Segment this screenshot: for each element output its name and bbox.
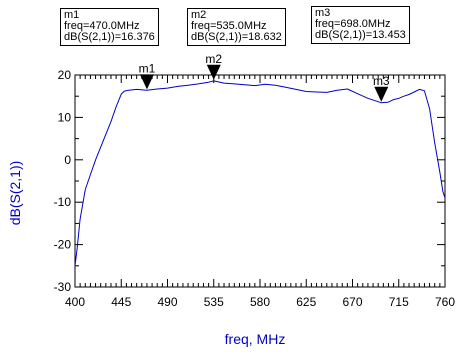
x-tick-label: 400 bbox=[65, 295, 85, 309]
x-tick-label: 535 bbox=[204, 295, 224, 309]
marker-triangle-m3[interactable] bbox=[374, 86, 389, 102]
y-tick-label: -10 bbox=[54, 195, 72, 209]
y-axis-label: dB(S(2,1)) bbox=[7, 161, 23, 226]
marker-readout-freq: freq=698.0MHz bbox=[315, 18, 391, 30]
marker-triangle-m2[interactable] bbox=[206, 64, 221, 80]
marker-triangle-m1[interactable] bbox=[139, 74, 154, 90]
marker-label-m1: m1 bbox=[139, 61, 156, 75]
y-tick-label: 20 bbox=[58, 68, 72, 82]
x-tick-label: 490 bbox=[157, 295, 177, 309]
marker-readout-value: dB(S(2,1))=18.632 bbox=[191, 31, 282, 43]
marker-readout-m3: m3 freq=698.0MHz dB(S(2,1))=13.453 bbox=[311, 6, 410, 44]
marker-label-m2: m2 bbox=[205, 52, 222, 66]
y-tick-label: 10 bbox=[58, 110, 72, 124]
marker-readout-name: m2 bbox=[191, 9, 207, 21]
marker-readout-name: m1 bbox=[64, 9, 80, 21]
plot-frame bbox=[74, 74, 446, 288]
marker-label-m3: m3 bbox=[373, 74, 390, 88]
s21-trace bbox=[74, 80, 446, 266]
marker-readout-name: m3 bbox=[315, 7, 331, 19]
x-tick-label: 580 bbox=[250, 295, 270, 309]
y-tick-label: -20 bbox=[54, 238, 72, 252]
y-tick-label: 0 bbox=[64, 153, 71, 167]
x-tick-label: 670 bbox=[342, 295, 362, 309]
y-tick-label: -30 bbox=[54, 280, 72, 294]
marker-readout-value: dB(S(2,1))=16.376 bbox=[64, 31, 155, 43]
x-tick-label: 625 bbox=[296, 295, 316, 309]
marker-readout-value: dB(S(2,1))=13.453 bbox=[315, 29, 406, 41]
marker-readout-m2: m2 freq=535.0MHz dB(S(2,1))=18.632 bbox=[187, 8, 286, 46]
marker-readout-m1: m1 freq=470.0MHz dB(S(2,1))=16.376 bbox=[60, 8, 159, 46]
marker-readout-freq: freq=535.0MHz bbox=[191, 20, 267, 32]
x-axis-label: freq, MHz bbox=[225, 331, 286, 347]
x-tick-label: 715 bbox=[389, 295, 409, 309]
x-tick-label: 445 bbox=[111, 295, 131, 309]
marker-readout-freq: freq=470.0MHz bbox=[64, 20, 140, 32]
x-tick-label: 760 bbox=[435, 295, 455, 309]
